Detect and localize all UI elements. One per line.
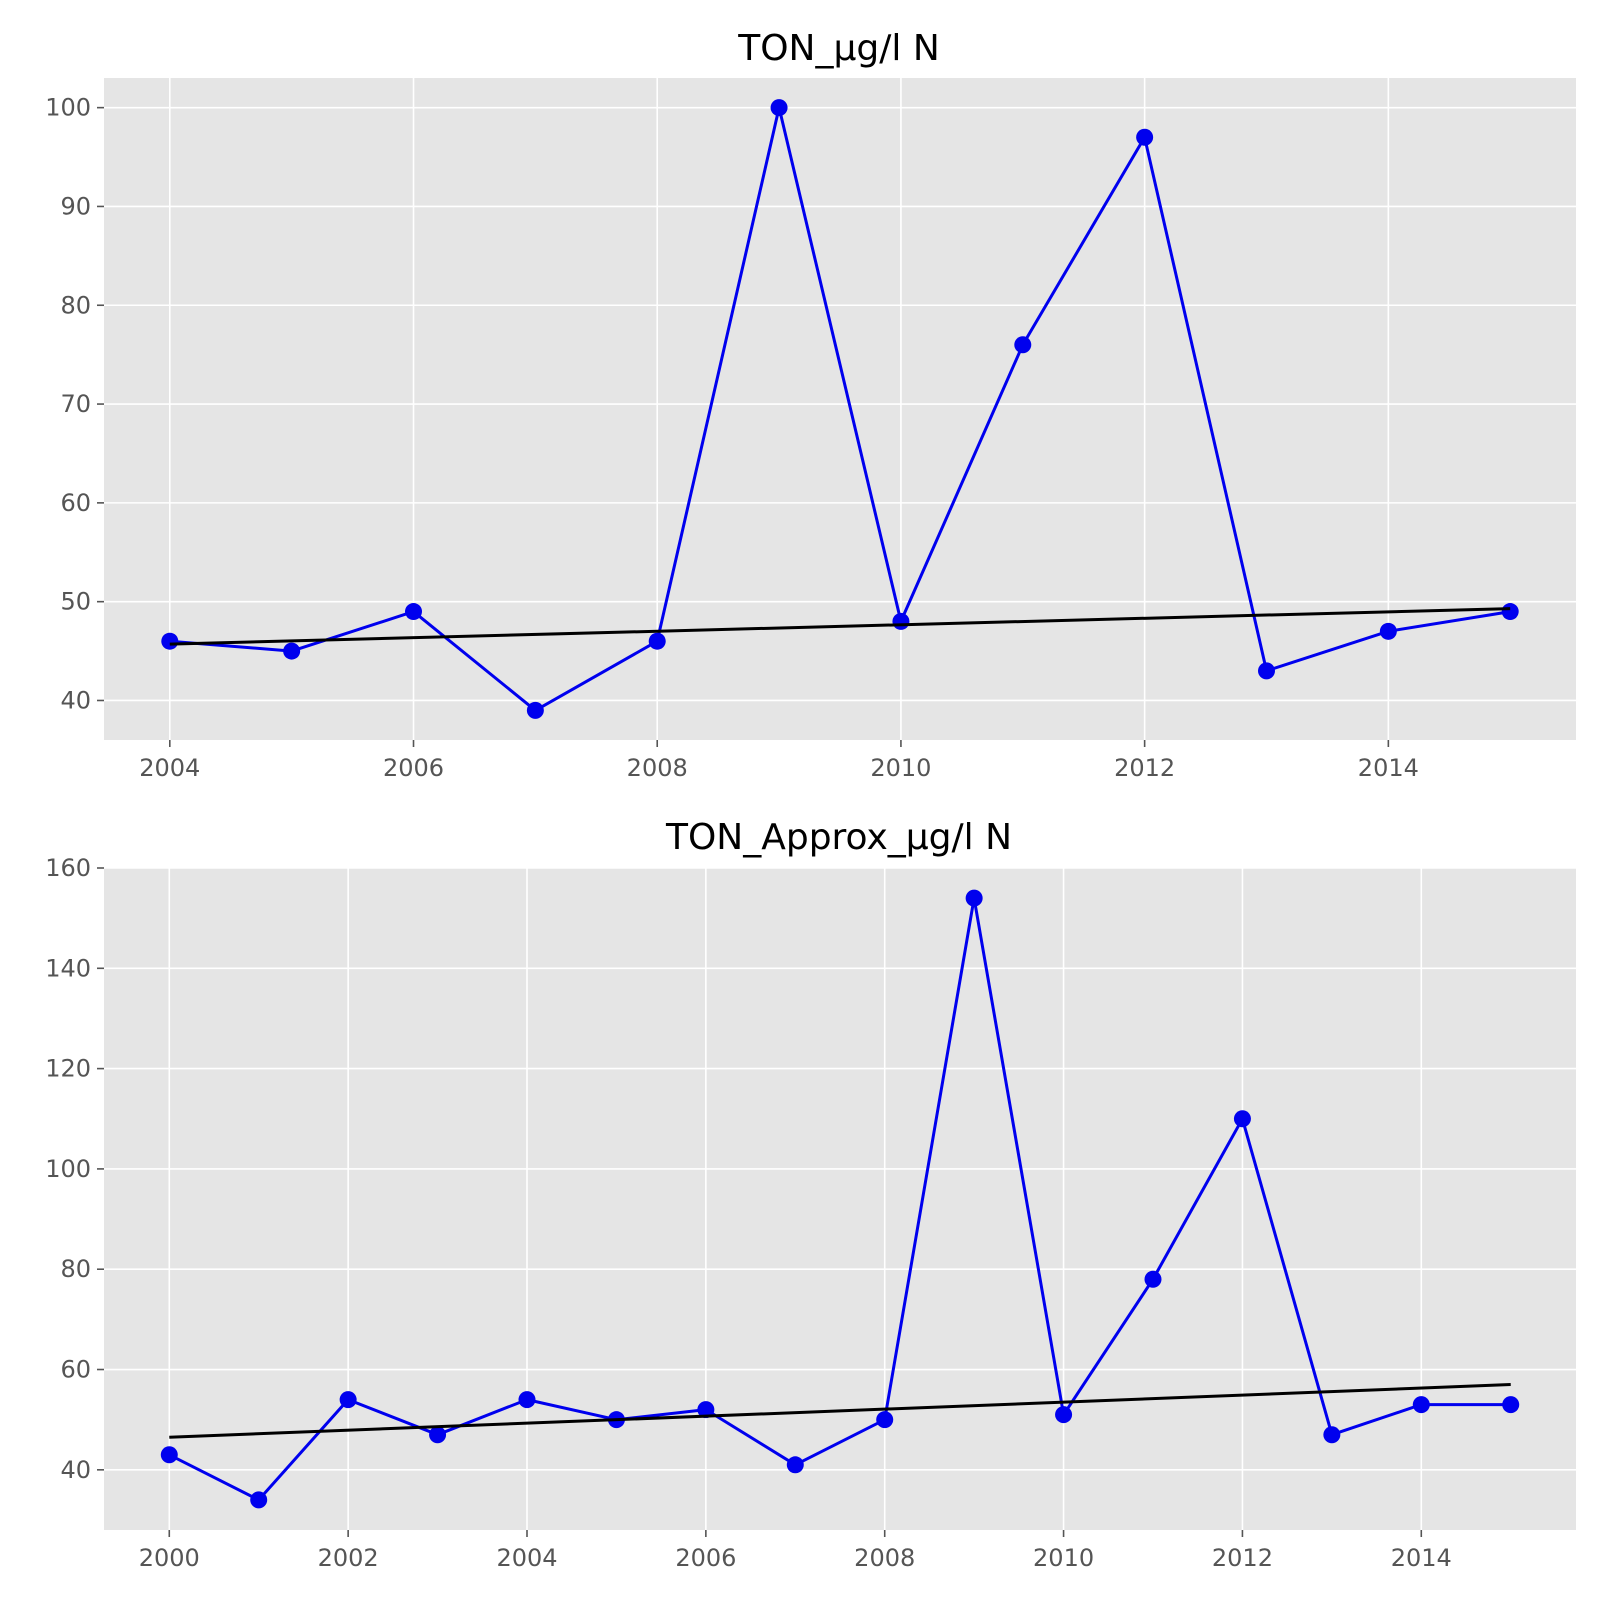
- plot-area: [104, 868, 1576, 1530]
- y-tick-label: 120: [45, 1055, 91, 1083]
- data-point: [518, 1391, 536, 1409]
- y-tick-label: 90: [60, 192, 91, 220]
- x-tick-label: 2008: [627, 754, 688, 782]
- x-tick-label: 2006: [383, 754, 444, 782]
- data-point: [697, 1401, 715, 1419]
- x-tick-label: 2006: [675, 1544, 736, 1572]
- y-tick-label: 100: [45, 94, 91, 122]
- data-point: [339, 1391, 357, 1409]
- x-tick-label: 2014: [1391, 1544, 1452, 1572]
- data-point: [1323, 1426, 1341, 1444]
- x-tick-label: 2010: [1033, 1544, 1094, 1572]
- chart-title: TON_µg/l N: [737, 28, 940, 69]
- y-tick-label: 80: [60, 1255, 91, 1283]
- data-point: [1055, 1406, 1073, 1424]
- data-point: [892, 612, 910, 630]
- x-tick-label: 2012: [1212, 1544, 1273, 1572]
- data-point: [1257, 662, 1275, 680]
- x-tick-label: 2004: [139, 754, 200, 782]
- data-point: [1144, 1270, 1162, 1288]
- data-point: [526, 701, 544, 719]
- series-line: [168, 896, 1511, 1502]
- plot-area: [104, 78, 1576, 740]
- trend-line: [169, 1383, 1511, 1439]
- y-tick-label: 60: [60, 1356, 91, 1384]
- x-tick-label: 2002: [318, 1544, 379, 1572]
- data-point: [1501, 603, 1519, 621]
- trend-line: [169, 607, 1511, 646]
- y-tick-label: 40: [60, 686, 91, 714]
- data-point: [1014, 336, 1032, 354]
- data-point: [965, 889, 983, 907]
- data-point: [429, 1426, 447, 1444]
- data-point: [1233, 1110, 1251, 1128]
- data-point: [786, 1456, 804, 1474]
- x-tick-label: 2000: [139, 1544, 200, 1572]
- data-point: [648, 632, 666, 650]
- chart-title: TON_Approx_µg/l N: [665, 817, 1012, 858]
- series-line: [169, 106, 1511, 712]
- y-tick-label: 50: [60, 588, 91, 616]
- data-point: [770, 99, 788, 117]
- x-tick-label: 2012: [1114, 754, 1175, 782]
- x-tick-label: 2004: [496, 1544, 557, 1572]
- data-point: [405, 603, 423, 621]
- data-point: [160, 1446, 178, 1464]
- data-point: [250, 1491, 268, 1509]
- data-point: [1379, 622, 1397, 640]
- y-tick-label: 40: [60, 1456, 91, 1484]
- data-point: [161, 632, 179, 650]
- y-tick-label: 80: [60, 291, 91, 319]
- x-tick-label: 2010: [870, 754, 931, 782]
- data-point: [876, 1411, 894, 1429]
- data-point: [1136, 128, 1154, 146]
- x-tick-label: 2008: [854, 1544, 915, 1572]
- chart-panel-top: TON_µg/l N 2004 2006 2008 2010 2012 2014 40 50 6…: [45, 28, 1576, 782]
- data-point: [1502, 1396, 1520, 1414]
- y-tick-label: 60: [60, 489, 91, 517]
- y-tick-label: 100: [45, 1155, 91, 1183]
- data-point: [1412, 1396, 1430, 1414]
- y-tick-label: 140: [45, 954, 91, 982]
- data-point: [283, 642, 301, 660]
- y-tick-label: 160: [45, 854, 91, 882]
- chart-panel-bottom: TON_Approx_µg/l N 2000 2002 2004 2006 2008 20…: [45, 817, 1576, 1572]
- y-tick-label: 70: [60, 390, 91, 418]
- x-tick-label: 2014: [1358, 754, 1419, 782]
